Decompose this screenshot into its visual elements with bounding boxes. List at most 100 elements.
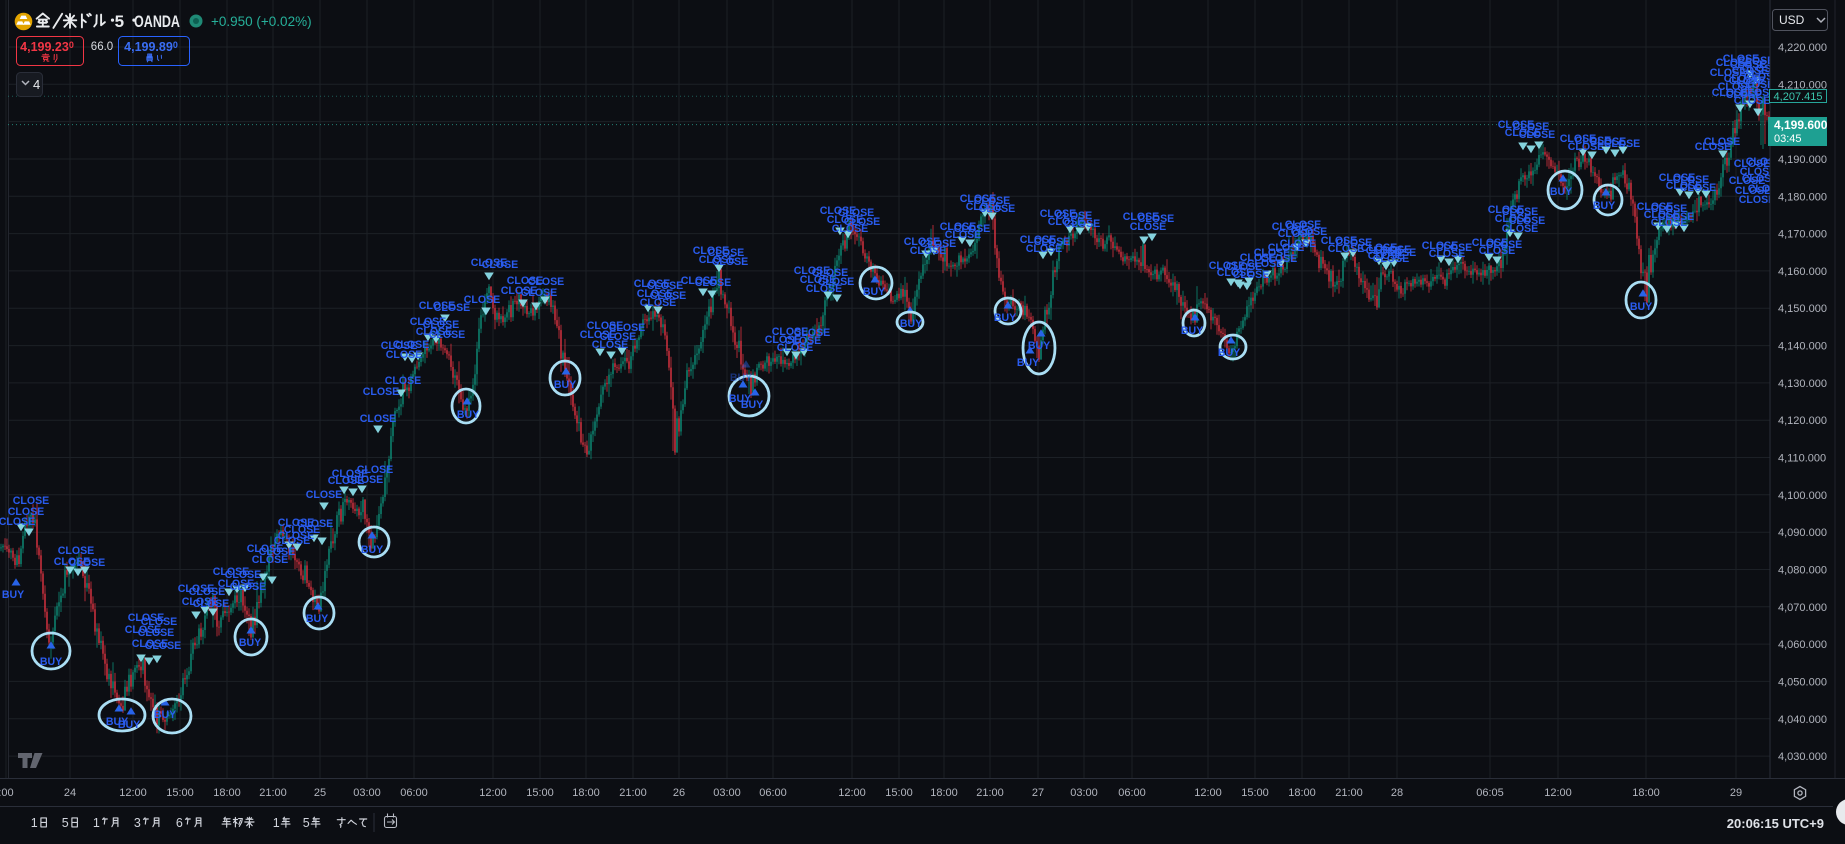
svg-text:CLOSE: CLOSE (634, 278, 671, 290)
svg-text:CLOSE: CLOSE (328, 475, 365, 487)
svg-text:4,120.000: 4,120.000 (1778, 415, 1827, 427)
svg-text:CLOSE: CLOSE (1436, 242, 1473, 254)
svg-text:CLOSE: CLOSE (1026, 243, 1063, 255)
svg-text:CLOSE: CLOSE (812, 267, 849, 279)
svg-text:CLOSE: CLOSE (1644, 209, 1681, 221)
svg-text:12:00: 12:00 (119, 787, 147, 799)
svg-text:CLOSE: CLOSE (1658, 211, 1695, 223)
svg-text:CLOSE: CLOSE (1729, 75, 1766, 87)
svg-text:CLOSE: CLOSE (429, 329, 466, 341)
svg-text:CLOSE: CLOSE (1498, 119, 1535, 131)
svg-text:CLOSE: CLOSE (777, 342, 814, 354)
svg-text:BUY: BUY (554, 379, 576, 391)
svg-text:CLOSE: CLOSE (1509, 215, 1546, 227)
svg-text:CLOSE: CLOSE (904, 236, 941, 248)
svg-text:CLOSE: CLOSE (357, 464, 394, 476)
svg-text:CLOSE: CLOSE (521, 287, 558, 299)
svg-text:CLOSE: CLOSE (1375, 244, 1412, 256)
svg-text:CLOSE: CLOSE (974, 195, 1011, 207)
svg-text:4,090.000: 4,090.000 (1778, 527, 1827, 539)
svg-text:18:00: 18:00 (930, 787, 958, 799)
svg-text:4,170.000: 4,170.000 (1778, 229, 1827, 241)
svg-text:CLOSE: CLOSE (1712, 87, 1749, 99)
svg-text:CLOSE: CLOSE (1735, 185, 1772, 197)
svg-text:CLOSE: CLOSE (1604, 138, 1641, 150)
svg-text:4,030.000: 4,030.000 (1778, 751, 1827, 763)
svg-text:CLOSE: CLOSE (1738, 55, 1775, 67)
svg-text:12:00: 12:00 (479, 787, 507, 799)
svg-text:CLOSE: CLOSE (1240, 252, 1277, 264)
svg-text:25: 25 (314, 787, 326, 799)
svg-text:28: 28 (1391, 787, 1403, 799)
svg-text:4,199.230: 4,199.230 (20, 40, 74, 54)
svg-text:CLOSE: CLOSE (695, 277, 732, 289)
svg-text:CLOSE: CLOSE (1130, 221, 1167, 233)
svg-text:BUY: BUY (40, 656, 62, 668)
svg-text:4,150.000: 4,150.000 (1778, 303, 1827, 315)
svg-text:CLOSE: CLOSE (1738, 79, 1775, 91)
svg-text:CLOSE: CLOSE (1519, 129, 1556, 141)
svg-text:USD: USD (1779, 13, 1805, 27)
svg-text:CLOSE: CLOSE (434, 302, 471, 314)
svg-text:BUY: BUY (1017, 357, 1039, 369)
svg-text:21:00: 21:00 (976, 787, 1004, 799)
svg-text:CLOSE: CLOSE (693, 245, 730, 257)
svg-text:CLOSE: CLOSE (1422, 240, 1459, 252)
svg-text:CLOSE: CLOSE (507, 275, 544, 287)
svg-text:06:00: 06:00 (400, 787, 428, 799)
svg-text:CLOSE: CLOSE (637, 288, 674, 300)
svg-text:CLOSE: CLOSE (58, 545, 95, 557)
svg-text:BUY: BUY (1550, 186, 1572, 198)
svg-text:CLOSE: CLOSE (960, 193, 997, 205)
svg-text:CLOSE: CLOSE (1710, 67, 1747, 79)
svg-text:BUY: BUY (994, 312, 1016, 324)
svg-text:CLOSE: CLOSE (410, 316, 447, 328)
svg-text:CLOSE: CLOSE (1336, 237, 1373, 249)
svg-text:CLOSE: CLOSE (423, 319, 460, 331)
svg-text:66.0: 66.0 (91, 41, 113, 53)
svg-text:4,199.600: 4,199.600 (1774, 118, 1828, 132)
svg-text:4: 4 (33, 77, 40, 92)
svg-text:CLOSE: CLOSE (69, 557, 106, 569)
svg-text:CLOSE: CLOSE (1217, 267, 1254, 279)
svg-text:CLOSE: CLOSE (189, 586, 226, 598)
svg-text:BUY: BUY (863, 286, 885, 298)
svg-text:CLOSE: CLOSE (1704, 136, 1741, 148)
svg-text:CLOSE: CLOSE (800, 274, 837, 286)
svg-text:CLOSE: CLOSE (772, 326, 809, 338)
svg-text:18:00: 18:00 (1632, 787, 1660, 799)
svg-text:CLOSE: CLOSE (1486, 239, 1523, 251)
svg-text:CLOSE: CLOSE (765, 334, 802, 346)
svg-text:CLOSE: CLOSE (945, 229, 982, 241)
svg-text:CLOSE: CLOSE (145, 640, 182, 652)
svg-text:CLOSE: CLOSE (794, 265, 831, 277)
svg-text:CLOSE: CLOSE (699, 254, 736, 266)
svg-text:1: 1 (273, 816, 280, 830)
svg-text:BUY: BUY (1593, 200, 1615, 212)
svg-text:CLOSE: CLOSE (1513, 121, 1550, 133)
svg-text:CLOSE: CLOSE (1268, 242, 1305, 254)
svg-text:CLOSE: CLOSE (1637, 201, 1674, 213)
svg-text:CLOSE: CLOSE (1505, 127, 1542, 139)
svg-text:+0.950 (+0.02%): +0.950 (+0.02%) (211, 14, 312, 29)
svg-text:4,190.000: 4,190.000 (1778, 154, 1827, 166)
svg-text:CLOSE: CLOSE (1123, 211, 1160, 223)
svg-text:CLOSE: CLOSE (818, 276, 855, 288)
svg-text:15:00: 15:00 (1241, 787, 1269, 799)
svg-text:CLOSE: CLOSE (1502, 206, 1539, 218)
svg-text:CLOSE: CLOSE (1280, 238, 1317, 250)
svg-text:4,050.000: 4,050.000 (1778, 676, 1827, 688)
svg-text:CLOSE: CLOSE (1373, 253, 1410, 265)
svg-text:CLOSE: CLOSE (1575, 135, 1612, 147)
svg-text:CLOSE: CLOSE (416, 326, 453, 338)
svg-text:CLOSE: CLOSE (1495, 213, 1532, 225)
svg-text:CLOSE: CLOSE (920, 238, 957, 250)
svg-text:24: 24 (64, 787, 76, 799)
svg-text:CLOSE: CLOSE (247, 543, 284, 555)
svg-text:12:00: 12:00 (1544, 787, 1572, 799)
svg-text:CLOSE: CLOSE (138, 627, 175, 639)
svg-text:CLOSE: CLOSE (274, 535, 311, 547)
svg-text:20:06:15 UTC+9: 20:06:15 UTC+9 (1727, 816, 1824, 831)
svg-text:CLOSE: CLOSE (1568, 141, 1605, 153)
svg-text:CLOSE: CLOSE (1472, 237, 1509, 249)
